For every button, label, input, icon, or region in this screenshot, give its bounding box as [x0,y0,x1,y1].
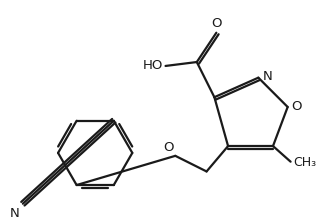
Text: O: O [163,141,173,154]
Text: O: O [211,17,222,30]
Text: CH₃: CH₃ [294,156,317,169]
Text: N: N [262,70,272,83]
Text: O: O [292,101,302,114]
Text: HO: HO [143,59,164,72]
Text: N: N [10,207,20,220]
